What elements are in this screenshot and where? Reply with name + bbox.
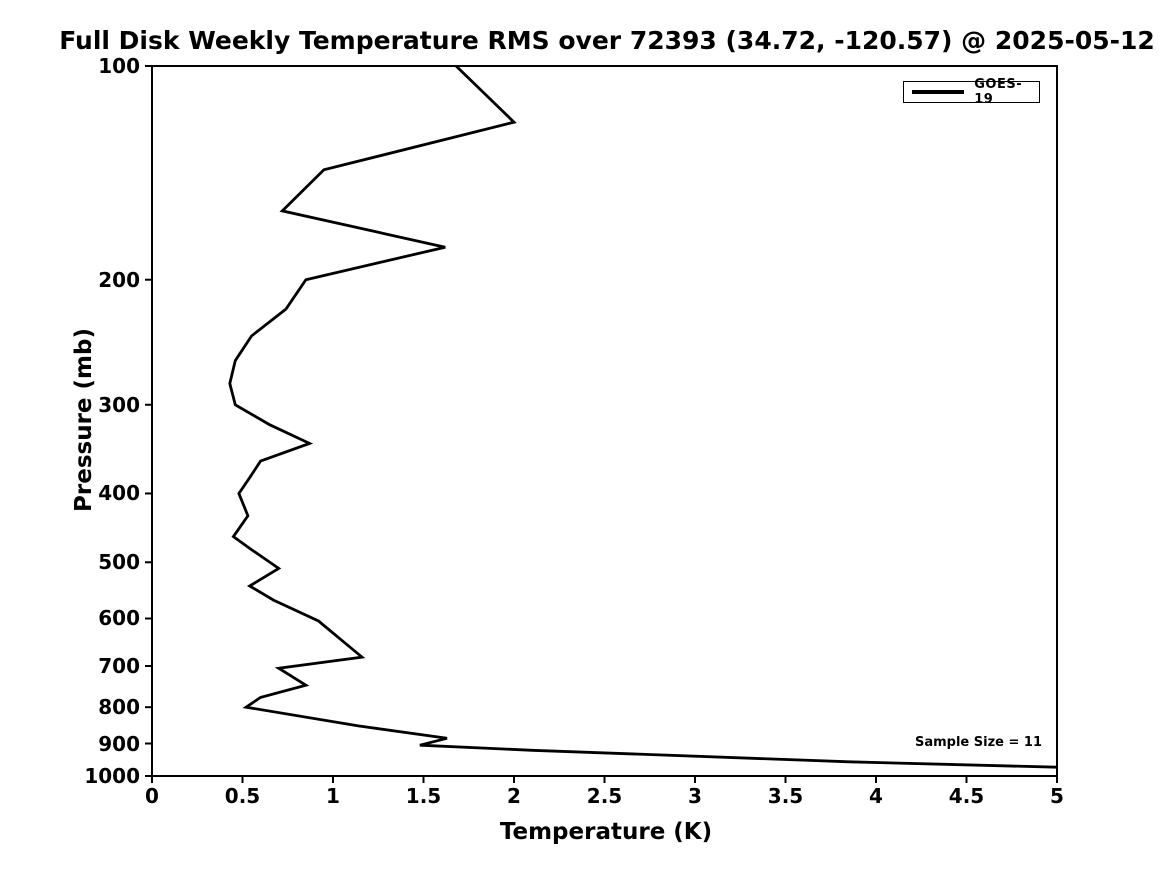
x-tick-label: 1.5 — [405, 784, 442, 808]
legend-box: GOES-19 — [903, 77, 1040, 107]
x-tick-label: 5 — [1050, 784, 1064, 808]
x-tick-label: 3.5 — [767, 784, 804, 808]
plot-box — [151, 65, 1058, 777]
x-tick-label: 4.5 — [948, 784, 985, 808]
legend-line-swatch — [912, 90, 965, 94]
chart-title: Full Disk Weekly Temperature RMS over 72… — [59, 26, 1155, 55]
legend-series-label: GOES-19 — [974, 77, 1023, 107]
y-tick-label: 100 — [98, 54, 140, 78]
x-tick-label: 0 — [145, 784, 159, 808]
y-tick-label: 900 — [98, 731, 140, 756]
y-tick-label: 200 — [98, 267, 140, 292]
y-tick-label: 1000 — [84, 764, 140, 788]
y-tick-label: 800 — [98, 695, 140, 720]
x-tick-label: 2.5 — [586, 784, 623, 808]
x-tick-label: 3 — [688, 784, 702, 808]
y-tick-label: 500 — [98, 550, 140, 575]
y-tick-label: 400 — [98, 481, 140, 506]
y-tick-label: 700 — [98, 654, 140, 679]
y-tick-label: 300 — [98, 392, 140, 417]
x-tick-label: 1 — [326, 784, 340, 808]
y-tick-label: 600 — [98, 606, 140, 631]
x-axis-label: Temperature (K) — [499, 819, 713, 845]
x-tick-label: 0.5 — [224, 784, 261, 808]
axis-tick-marks — [145, 65, 1058, 783]
x-tick-label: 2 — [507, 784, 521, 808]
y-axis-label: Pressure (mb) — [71, 328, 97, 512]
sample-size-annotation: Sample Size = 11 — [914, 735, 1042, 750]
goes19-rms-curve — [228, 64, 1058, 769]
x-tick-label: 4 — [869, 784, 883, 808]
